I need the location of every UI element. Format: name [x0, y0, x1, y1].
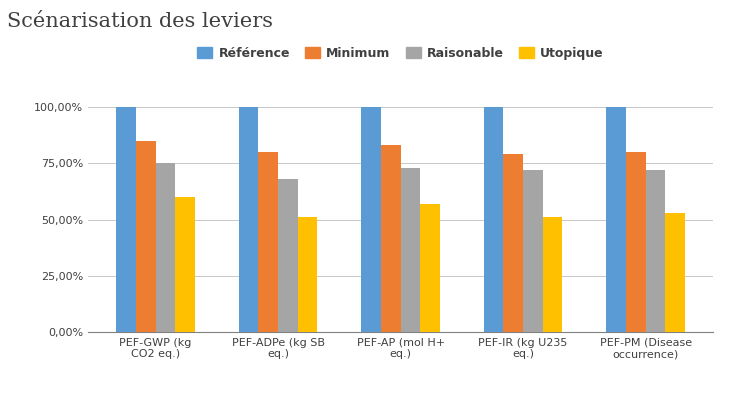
- Bar: [259, 152, 278, 332]
- Bar: [523, 170, 542, 332]
- Bar: [645, 170, 665, 332]
- Bar: [503, 154, 523, 332]
- Bar: [401, 168, 420, 332]
- Bar: [116, 107, 136, 332]
- Bar: [362, 107, 381, 332]
- Bar: [239, 107, 259, 332]
- Bar: [278, 179, 298, 332]
- Bar: [606, 107, 626, 332]
- Bar: [420, 204, 440, 332]
- Bar: [381, 145, 401, 332]
- Bar: [626, 152, 645, 332]
- Bar: [136, 141, 156, 332]
- Bar: [298, 217, 318, 332]
- Bar: [156, 163, 175, 332]
- Text: Scénarisation des leviers: Scénarisation des leviers: [7, 12, 273, 31]
- Bar: [665, 213, 685, 332]
- Bar: [175, 197, 195, 332]
- Bar: [484, 107, 503, 332]
- Legend: Référence, Minimum, Raisonable, Utopique: Référence, Minimum, Raisonable, Utopique: [193, 42, 609, 65]
- Bar: [542, 217, 562, 332]
